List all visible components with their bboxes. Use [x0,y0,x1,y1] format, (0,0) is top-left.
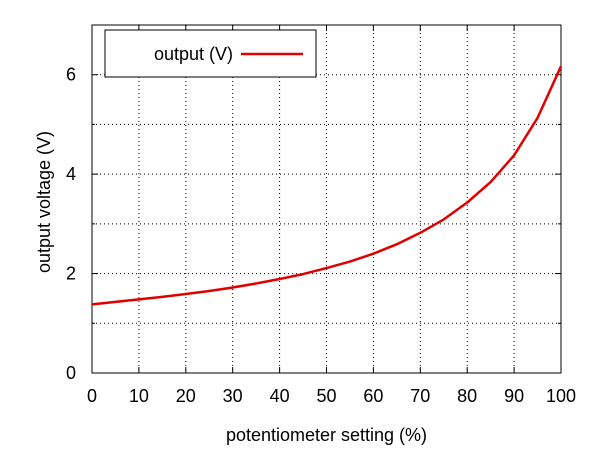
x-tick-label: 100 [546,386,576,406]
x-tick-labels: 0 10 20 30 40 50 60 70 80 90 100 [87,386,576,406]
plot-frame [91,24,562,374]
y-tick-label: 6 [66,65,76,85]
x-tick-label: 50 [316,386,336,406]
series-layer [91,65,563,306]
legend: output (V) [104,29,317,78]
x-tick-label: 80 [457,386,477,406]
y-tick-labels: 0 2 4 6 [66,65,76,383]
x-axis-label: potentiometer setting (%) [226,425,427,445]
legend-label: output (V) [154,44,233,64]
y-axis-label: output voltage (V) [34,131,54,273]
x-tick-label: 60 [363,386,383,406]
x-tick-label: 90 [504,386,524,406]
x-tick-label: 40 [270,386,290,406]
y-tick-label: 4 [66,164,76,184]
y-tick-label: 0 [66,363,76,383]
tick-layer [91,25,562,373]
y-tick-label: 2 [66,264,76,284]
x-tick-label: 10 [129,386,149,406]
x-tick-label: 0 [87,386,97,406]
x-tick-label: 70 [410,386,430,406]
series-line [91,65,563,306]
x-tick-label: 30 [223,386,243,406]
x-tick-label: 20 [176,386,196,406]
